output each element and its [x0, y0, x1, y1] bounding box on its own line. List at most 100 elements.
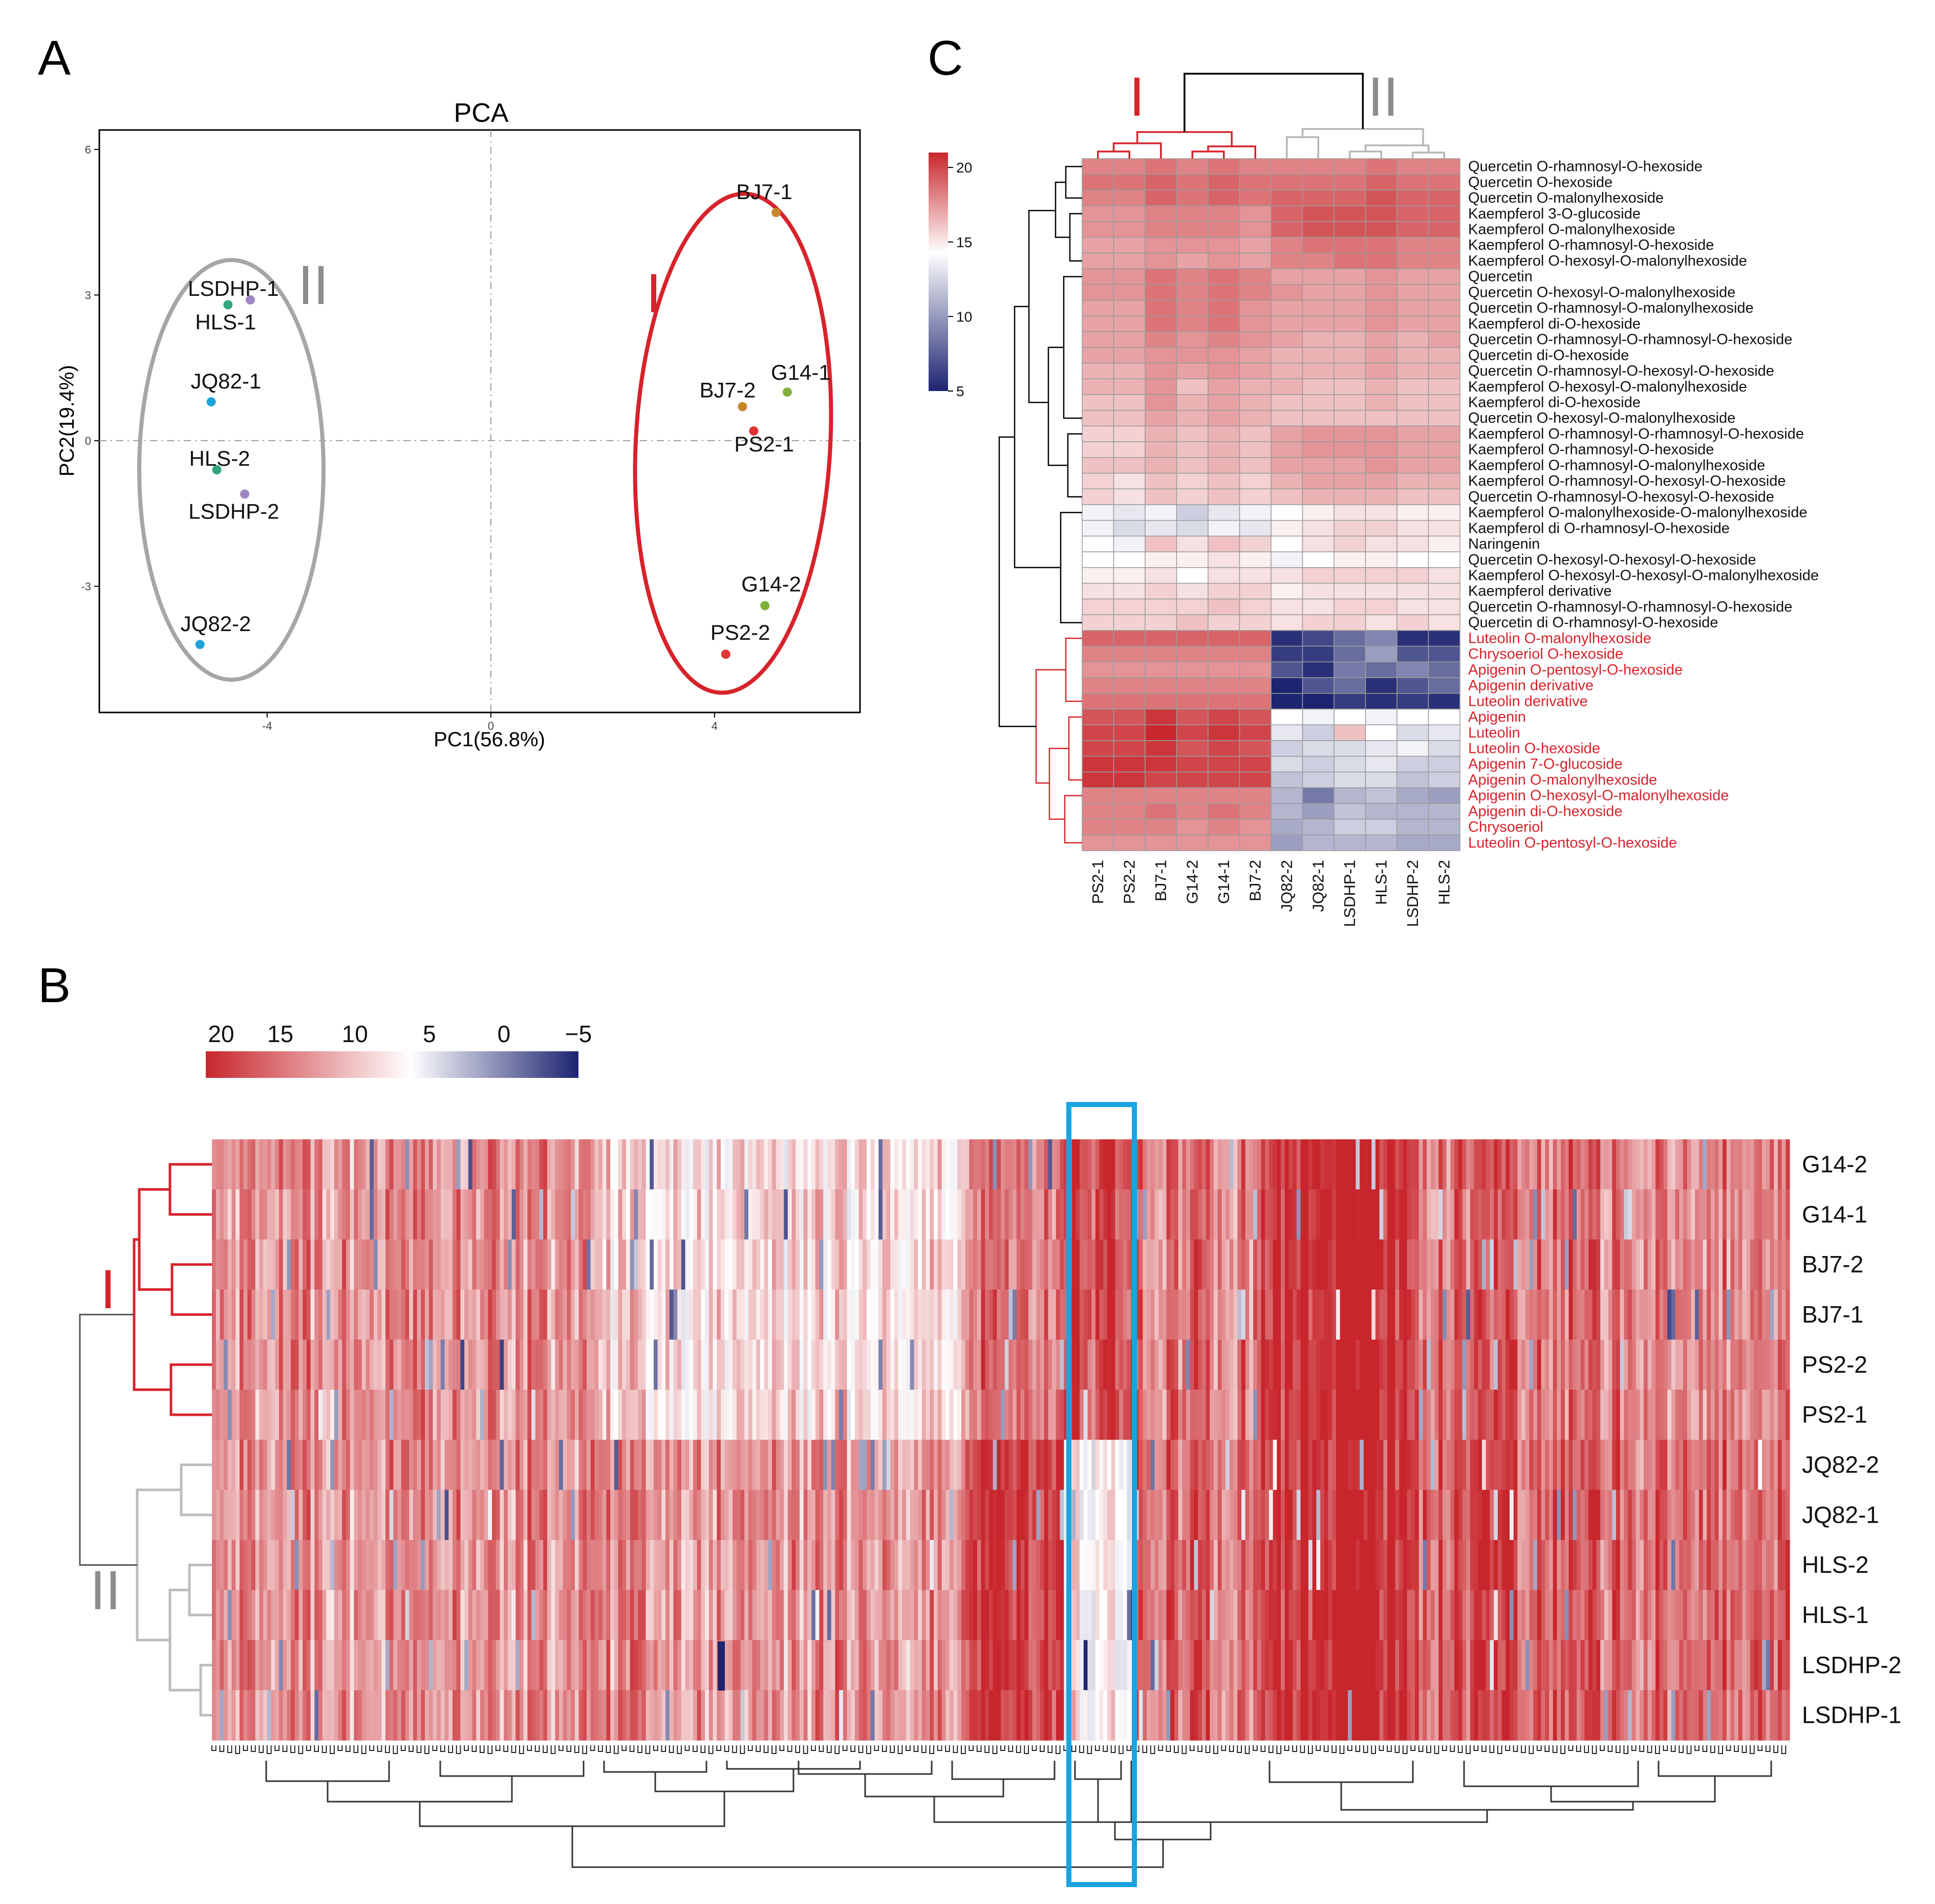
heatmap-b-cell [1312, 1690, 1317, 1741]
heatmap-b-cell [310, 1139, 315, 1190]
heatmap-b-cell [941, 1489, 946, 1541]
heatmap-b-cell [1150, 1139, 1155, 1190]
heatmap-b-cell [1257, 1690, 1262, 1741]
heatmap-b-cell [953, 1540, 958, 1591]
heatmap-b-cell [827, 1440, 832, 1490]
heatmap-b-cell [614, 1440, 619, 1490]
heatmap-b-cell [563, 1540, 568, 1591]
heatmap-b-cell [1494, 1440, 1498, 1490]
heatmap-b-cell [590, 1390, 595, 1440]
heatmap-b-cell [650, 1339, 654, 1390]
heatmap-b-cell [243, 1139, 248, 1190]
heatmap-b-cell [278, 1189, 284, 1240]
heatmap-b-cell [969, 1139, 974, 1190]
heatmap-b-cell [1194, 1690, 1198, 1741]
heatmap-b-cell [673, 1390, 678, 1440]
heatmap-b-cell [224, 1390, 228, 1440]
heatmap-b-cell [1568, 1189, 1573, 1240]
heatmap-b-cell [1383, 1339, 1388, 1390]
heatmap-b-cell [417, 1540, 421, 1591]
heatmap-b-cell [622, 1289, 627, 1340]
heatmap-b-cell [1497, 1139, 1502, 1190]
heatmap-b-cell [906, 1289, 911, 1340]
heatmap-b-cell [468, 1489, 473, 1541]
heatmap-b-cell [555, 1390, 560, 1440]
heatmap-b-cell [574, 1640, 579, 1691]
heatmap-b-cell [1316, 1640, 1321, 1691]
heatmap-c-cell [1145, 268, 1177, 285]
heatmap-b-cell [291, 1239, 295, 1290]
heatmap-b-cell [247, 1590, 252, 1640]
heatmap-b-cell [1561, 1339, 1565, 1390]
heatmap-b-cell [318, 1239, 323, 1290]
heatmap-b-cell [535, 1139, 540, 1190]
heatmap-b-cell [1071, 1690, 1076, 1741]
heatmap-b-cell [1249, 1189, 1254, 1240]
heatmap-b-cell [263, 1139, 268, 1190]
heatmap-b-cell [795, 1289, 800, 1340]
heatmap-b-cell [1119, 1239, 1124, 1290]
heatmap-b-cell [1237, 1339, 1242, 1390]
heatmap-b-cell [1281, 1390, 1285, 1440]
heatmap-b-cell [681, 1390, 686, 1440]
heatmap-b-cell [428, 1690, 434, 1741]
heatmap-b-cell [1371, 1289, 1376, 1340]
heatmap-b-cell [1430, 1390, 1435, 1440]
heatmap-c-cell [1302, 567, 1335, 584]
heatmap-b-cell [898, 1390, 902, 1440]
pca-point-jq82-2 [195, 640, 205, 650]
heatmap-b-cell [259, 1489, 264, 1541]
heatmap-c-cell [1145, 708, 1177, 725]
heatmap-b-cell [1147, 1139, 1151, 1190]
heatmap-c-row-label: Apigenin 7-O-glucoside [1468, 756, 1622, 772]
heatmap-b-cell [997, 1440, 1001, 1490]
heatmap-b-cell [1300, 1289, 1305, 1340]
heatmap-b-cell [1229, 1239, 1234, 1290]
heatmap-b-cell [965, 1390, 970, 1440]
heatmap-c-cell [1302, 158, 1335, 175]
heatmap-b-cell [342, 1540, 347, 1591]
heatmap-b-cell [878, 1489, 883, 1541]
heatmap-b-cell [393, 1239, 398, 1290]
heatmap-b-cell [448, 1139, 453, 1190]
heatmap-b-cell [949, 1489, 954, 1541]
heatmap-b-cell [1048, 1540, 1052, 1591]
heatmap-b-cell [358, 1239, 362, 1290]
heatmap-b-cell [910, 1139, 915, 1190]
heatmap-b-cell [1201, 1139, 1207, 1190]
heatmap-b-cell [835, 1390, 840, 1440]
heatmap-b-cell [1442, 1540, 1447, 1591]
heatmap-b-cell [764, 1239, 769, 1290]
heatmap-c-cell [1428, 504, 1460, 521]
heatmap-b-cell [224, 1440, 228, 1490]
heatmap-c-cell [1334, 630, 1366, 647]
heatmap-b-cell [1087, 1289, 1092, 1340]
heatmap-b-cell [867, 1189, 871, 1240]
heatmap-b-cell [535, 1640, 540, 1691]
heatmap-b-cell [1391, 1489, 1396, 1541]
heatmap-b-cell [618, 1590, 622, 1640]
heatmap-b-cell [1214, 1690, 1218, 1741]
heatmap-b-cell [693, 1440, 698, 1490]
heatmap-b-cell [606, 1139, 611, 1190]
heatmap-b-cell [1367, 1339, 1372, 1390]
heatmap-b-cell [1008, 1289, 1013, 1340]
heatmap-c-cell [1396, 755, 1429, 773]
heatmap-b-cell [1423, 1540, 1427, 1591]
heatmap-b-cell [914, 1440, 918, 1490]
pca-point-hls-2 [212, 465, 222, 474]
heatmap-b-cell [858, 1690, 863, 1741]
heatmap-b-cell [1391, 1189, 1396, 1240]
heatmap-b-cell [1201, 1540, 1207, 1591]
heatmap-b-cell [1533, 1390, 1538, 1440]
heatmap-b-cell [547, 1390, 552, 1440]
heatmap-b-cell [460, 1489, 465, 1541]
heatmap-b-cell [626, 1540, 631, 1591]
heatmap-b-cell [247, 1189, 252, 1240]
heatmap-b-cell [1288, 1540, 1293, 1591]
pca-point-label: HLS-2 [189, 446, 250, 470]
heatmap-b-cell [1288, 1590, 1293, 1640]
heatmap-b-cell [839, 1139, 844, 1190]
heatmap-b-cell [1076, 1289, 1080, 1340]
heatmap-b-cell [787, 1189, 792, 1240]
